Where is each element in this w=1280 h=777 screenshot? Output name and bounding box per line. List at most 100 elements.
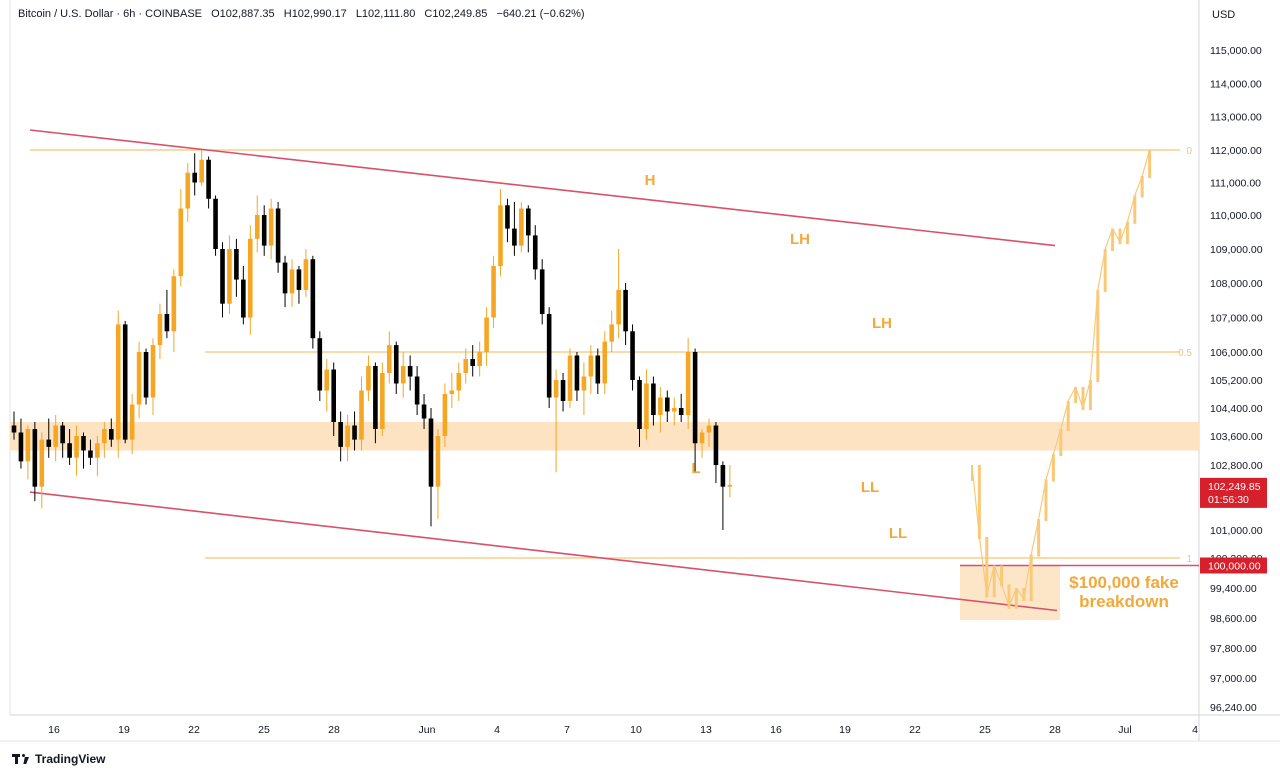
projection-segment <box>1045 453 1054 480</box>
x-tick-label: 25 <box>979 724 991 736</box>
projection-segment <box>1001 584 1010 607</box>
candle <box>519 202 524 253</box>
support-zone <box>10 422 1199 451</box>
candle-body <box>553 380 559 398</box>
x-tick-label: 22 <box>909 724 921 736</box>
projection-segment <box>1015 587 1025 600</box>
candle-body <box>199 159 204 183</box>
candle-body <box>498 205 503 266</box>
y-tick-label: 114,000.00 <box>1210 78 1262 90</box>
candle <box>602 331 608 394</box>
tradingview-brand[interactable]: TradingView <box>12 752 105 766</box>
candle-body <box>67 443 72 458</box>
candle-body <box>407 366 413 377</box>
candle <box>275 202 281 273</box>
candle <box>366 355 371 401</box>
candle-body <box>171 276 177 332</box>
candle <box>498 189 503 277</box>
candle <box>567 348 573 408</box>
candle-body <box>692 352 698 444</box>
candle <box>463 348 469 384</box>
candle <box>512 202 517 256</box>
candle <box>393 341 399 394</box>
y-tick-label: 96,240.00 <box>1210 702 1257 714</box>
candle <box>185 163 191 222</box>
candle-body <box>428 418 434 487</box>
candle <box>171 269 177 352</box>
candle <box>122 320 128 444</box>
candle <box>671 397 677 426</box>
x-tick-label: 28 <box>1049 724 1061 736</box>
x-tick-label: 19 <box>839 724 851 736</box>
y-tick-label: 102,800.00 <box>1210 460 1263 472</box>
candle <box>595 348 601 394</box>
candle-body <box>150 345 156 398</box>
y-tick-label: 107,000.00 <box>1210 313 1263 325</box>
candle-body <box>637 380 642 429</box>
symbol-title[interactable]: Bitcoin / U.S. Dollar · 6h · COINBASE <box>18 8 202 20</box>
candle <box>574 352 580 401</box>
projection-segment <box>1038 479 1047 520</box>
candle <box>505 198 510 243</box>
candle <box>699 429 705 458</box>
projection-segment <box>1082 379 1091 409</box>
candle-body <box>254 215 260 239</box>
x-tick-label: 10 <box>630 724 642 736</box>
projection-segment <box>1119 221 1128 243</box>
candle <box>303 249 309 297</box>
candle <box>484 307 489 366</box>
candle <box>115 310 121 458</box>
candle-body <box>574 355 580 391</box>
candle-body <box>39 439 45 487</box>
channel-lower-line <box>29 491 1058 612</box>
candle <box>456 362 462 401</box>
y-tick-label: 113,000.00 <box>1210 112 1262 124</box>
candle <box>553 369 559 473</box>
candle-body <box>400 366 406 384</box>
x-tick-label: 13 <box>700 724 712 736</box>
candle <box>296 266 302 304</box>
candle-body <box>268 208 274 246</box>
label-high: H <box>645 172 656 189</box>
candle-body <box>532 235 538 270</box>
candle-body <box>484 317 489 352</box>
candle-body <box>421 404 427 419</box>
projection-segment <box>1067 386 1077 402</box>
candle-body <box>310 259 316 339</box>
projection-segment <box>1134 175 1143 196</box>
candle-body <box>248 238 253 318</box>
candle-body <box>296 269 302 290</box>
candle <box>157 303 163 359</box>
candle-body <box>727 484 733 487</box>
x-tick-label: 16 <box>48 724 60 736</box>
candle <box>88 439 93 465</box>
candle <box>109 418 114 447</box>
projection-segment <box>1104 228 1114 250</box>
candle-body <box>11 425 17 433</box>
candle-body <box>234 249 239 280</box>
candle-body <box>60 425 65 444</box>
x-tick-label: 7 <box>564 724 570 736</box>
candle <box>178 189 184 287</box>
candle <box>268 198 274 260</box>
x-tick-label: Jul <box>1118 724 1131 736</box>
current-price-tag <box>1200 477 1267 508</box>
y-tick-label: 97,800.00 <box>1210 643 1257 655</box>
label-lower-low-1: LL <box>861 479 879 496</box>
candle-body <box>720 465 726 487</box>
projection-segment <box>986 565 995 596</box>
candle-body <box>136 352 142 405</box>
candle <box>129 394 135 455</box>
candle <box>289 259 295 308</box>
currency-label[interactable]: USD <box>1212 9 1236 21</box>
x-tick-label: 28 <box>328 724 340 736</box>
tradingview-logo-icon <box>12 754 30 764</box>
candle-body <box>588 355 594 377</box>
y-tick-label: 105,200.00 <box>1210 375 1263 387</box>
candle <box>324 359 330 412</box>
candle-body <box>393 345 399 384</box>
candle-body <box>477 352 482 366</box>
candle <box>637 376 642 447</box>
projection-segment <box>1075 386 1084 409</box>
